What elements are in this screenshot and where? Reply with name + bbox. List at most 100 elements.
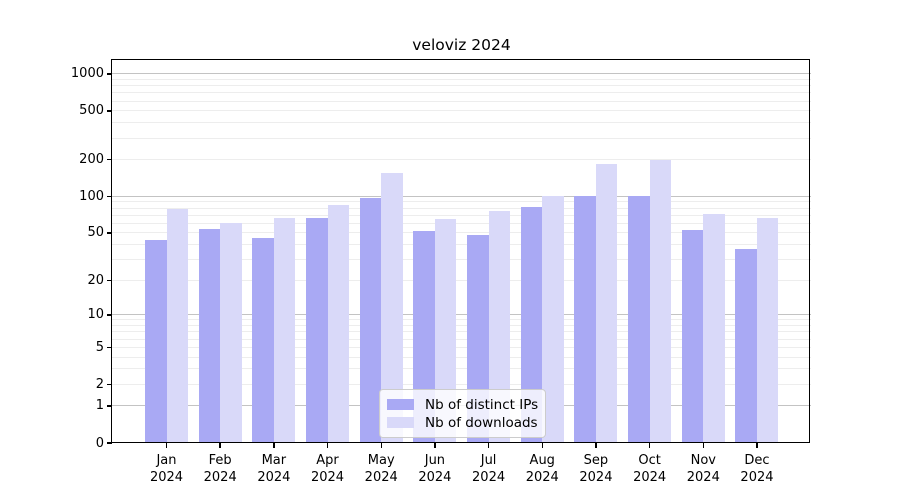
gridline-minor <box>112 78 811 80</box>
y-tick-label: 2 <box>95 376 104 392</box>
x-tick-mark <box>702 443 704 448</box>
x-tick-month: Jul <box>480 453 497 468</box>
bar-nov-downloads <box>703 213 725 443</box>
bar-jun-downloads <box>434 219 457 443</box>
plot-area <box>112 60 811 443</box>
x-tick-label: Jan 2024 <box>132 452 202 486</box>
gridline-minor <box>112 137 811 139</box>
y-tick-mark <box>107 279 112 281</box>
legend-swatch-distinct-ips <box>387 399 414 410</box>
gridline-minor <box>112 279 811 281</box>
gridline-minor <box>112 319 811 321</box>
bar-aug-downloads <box>542 195 564 443</box>
x-tick-month: Jun <box>424 453 446 468</box>
x-tick-year: 2024 <box>203 470 237 485</box>
gridline-minor <box>112 331 811 333</box>
gridline-major <box>112 314 811 316</box>
x-tick-label: Jun 2024 <box>400 452 470 486</box>
gridline-minor <box>112 122 811 124</box>
y-tick-label: 1 <box>95 398 104 414</box>
x-tick-label: Jul 2024 <box>454 452 524 486</box>
x-tick-label: Apr 2024 <box>293 452 363 486</box>
y-tick-mark <box>107 73 112 75</box>
gridline-minor <box>112 232 811 234</box>
x-tick-label: May 2024 <box>346 452 416 486</box>
bar-jan-downloads <box>166 208 188 443</box>
gridline-minor <box>112 368 811 370</box>
x-tick-mark <box>273 443 275 448</box>
gridline-minor <box>112 100 811 102</box>
bar-dec-downloads <box>756 217 779 443</box>
bar-feb-downloads <box>220 223 242 443</box>
x-tick-month: Feb <box>208 453 232 468</box>
y-tick-mark <box>107 383 112 385</box>
x-tick-month: Sep <box>583 453 609 468</box>
bar-apr-distinct-ips <box>306 217 328 443</box>
gridline-minor <box>112 356 811 358</box>
legend-label-downloads: Nb of downloads <box>425 414 538 431</box>
bar-may-downloads <box>381 172 403 443</box>
gridline-minor <box>112 259 811 261</box>
gridline-major <box>112 195 811 197</box>
x-tick-label: Mar 2024 <box>239 452 309 486</box>
x-tick-year: 2024 <box>525 470 559 485</box>
legend: Nb of distinct IPs Nb of downloads <box>379 389 546 438</box>
y-tick-label: 10 <box>87 307 104 323</box>
x-tick-year: 2024 <box>740 470 774 485</box>
x-tick-month: Aug <box>529 453 555 468</box>
x-tick-month: Nov <box>690 453 716 468</box>
y-tick-mark <box>107 158 112 161</box>
y-tick-mark <box>107 110 112 112</box>
x-tick-month: Jan <box>156 453 177 468</box>
y-tick-label: 0 <box>95 435 104 451</box>
y-tick-mark <box>107 346 112 348</box>
bar-jan-distinct-ips <box>145 239 167 443</box>
bar-may-distinct-ips <box>359 198 382 443</box>
x-tick-label: Dec 2024 <box>722 452 792 486</box>
y-tick-label: 200 <box>79 152 104 168</box>
y-tick-mark <box>107 314 112 316</box>
legend-label-distinct-ips: Nb of distinct IPs <box>425 396 539 413</box>
gridline-minor <box>112 214 811 216</box>
bar-mar-downloads <box>273 218 296 443</box>
chart-title: veloviz 2024 <box>412 36 511 54</box>
gridline-minor <box>112 383 811 385</box>
gridline-minor <box>112 201 811 203</box>
bar-sep-downloads <box>595 164 618 443</box>
y-tick-label: 500 <box>79 103 104 119</box>
gridline-minor <box>112 244 811 246</box>
y-tick-mark <box>107 195 112 198</box>
x-tick-mark <box>380 443 382 448</box>
x-tick-year: 2024 <box>579 470 613 485</box>
x-tick-year: 2024 <box>633 470 667 485</box>
x-tick-mark <box>434 443 436 448</box>
x-tick-mark <box>648 443 651 448</box>
x-tick-mark <box>595 443 597 448</box>
x-tick-mark <box>165 443 168 448</box>
bar-nov-distinct-ips <box>681 229 704 443</box>
x-tick-label: Aug 2024 <box>507 452 577 486</box>
bar-feb-distinct-ips <box>198 228 221 443</box>
bar-aug-distinct-ips <box>520 206 543 443</box>
x-tick-year: 2024 <box>310 470 345 485</box>
x-tick-month: May <box>367 453 395 468</box>
x-tick-label: Oct 2024 <box>615 452 685 486</box>
y-tick-mark <box>107 405 112 407</box>
x-tick-month: Apr <box>316 453 339 468</box>
y-tick-mark <box>107 442 112 444</box>
gridline-minor <box>112 222 811 224</box>
x-tick-year: 2024 <box>686 470 720 485</box>
bar-oct-distinct-ips <box>628 195 650 443</box>
bar-jul-downloads <box>488 210 511 443</box>
y-tick-label: 1000 <box>70 66 104 82</box>
bar-sep-distinct-ips <box>574 196 596 443</box>
y-tick-label: 20 <box>87 272 104 288</box>
legend-entry-distinct-ips: Nb of distinct IPs <box>387 396 539 413</box>
y-tick-label: 50 <box>87 225 104 241</box>
x-tick-mark <box>541 443 543 448</box>
x-tick-mark <box>219 443 221 448</box>
x-tick-month: Mar <box>261 453 287 468</box>
x-tick-mark <box>487 443 490 448</box>
gridline-minor <box>112 85 811 87</box>
